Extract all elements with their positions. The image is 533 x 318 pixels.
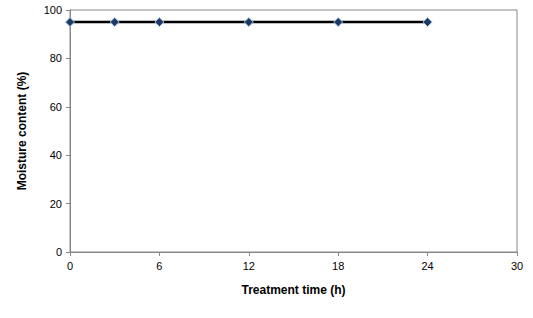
svg-text:0: 0	[56, 246, 62, 258]
svg-text:20: 20	[50, 198, 62, 210]
svg-text:6: 6	[156, 260, 162, 272]
svg-text:40: 40	[50, 149, 62, 161]
svg-text:24: 24	[421, 260, 433, 272]
svg-text:60: 60	[50, 101, 62, 113]
svg-text:Moisture content (%): Moisture content (%)	[15, 72, 29, 191]
svg-text:0: 0	[67, 260, 73, 272]
svg-text:100: 100	[44, 4, 62, 16]
svg-text:12: 12	[243, 260, 255, 272]
svg-text:Treatment time (h): Treatment time (h)	[241, 283, 345, 297]
svg-text:80: 80	[50, 52, 62, 64]
svg-text:30: 30	[511, 260, 523, 272]
svg-text:18: 18	[332, 260, 344, 272]
